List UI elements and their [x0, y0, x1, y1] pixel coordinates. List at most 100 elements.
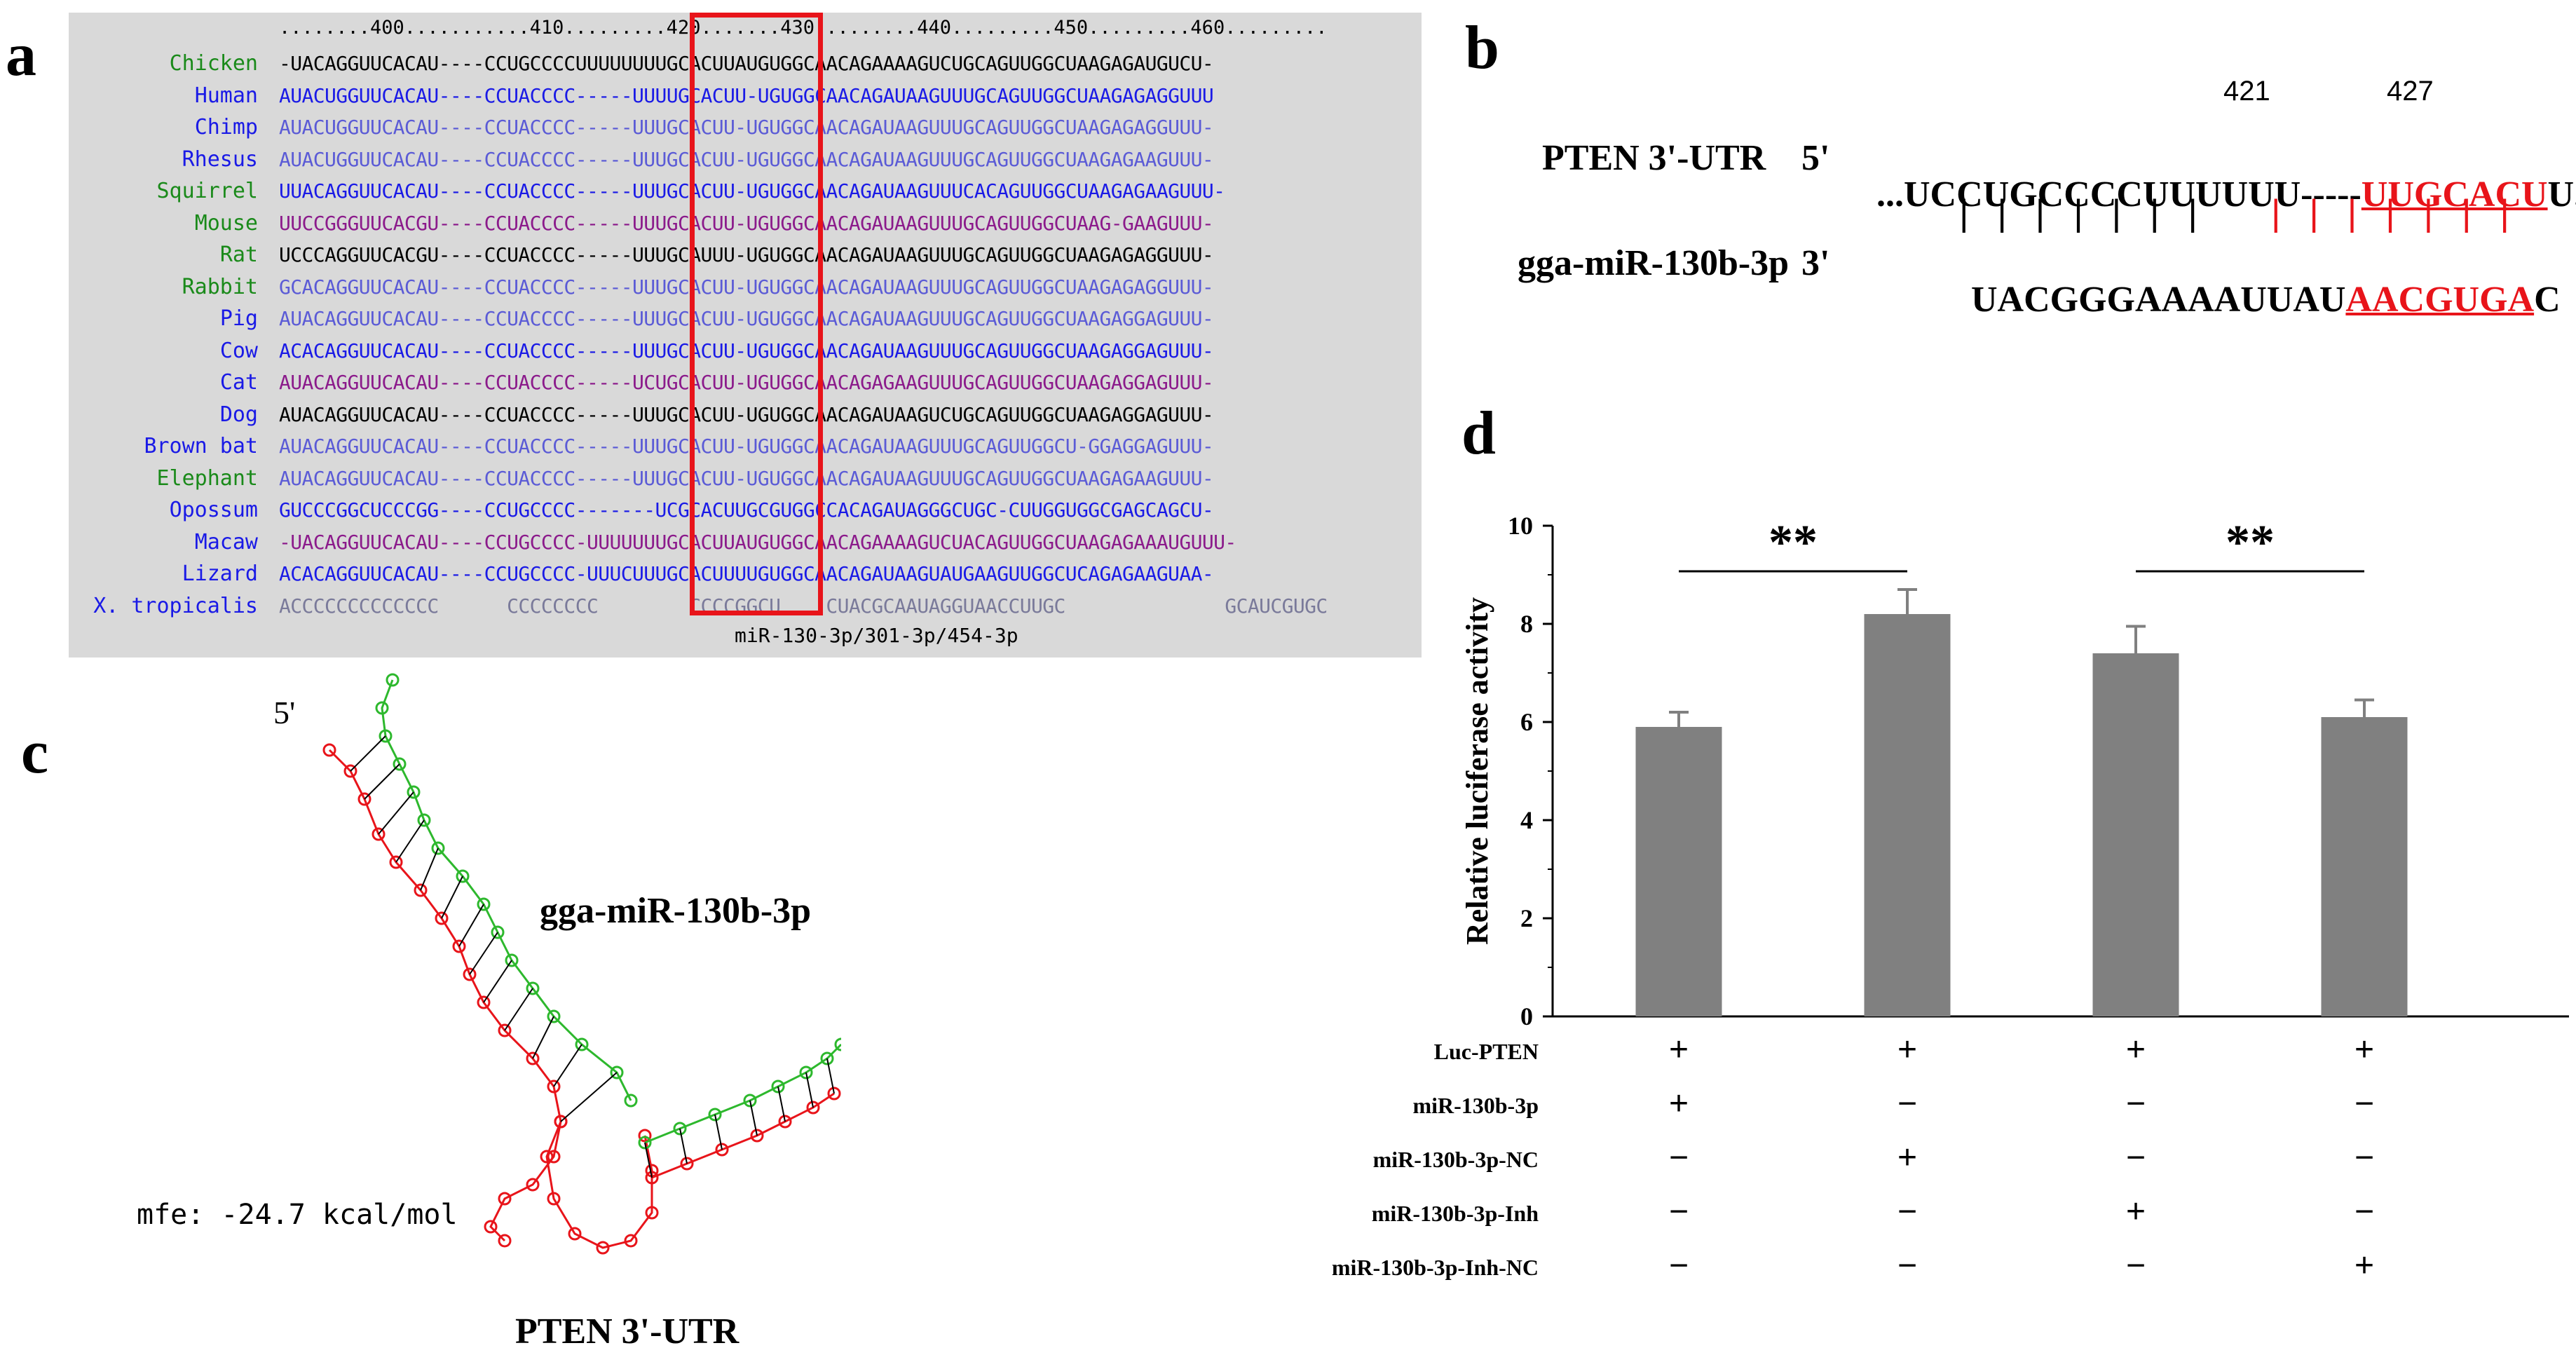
utr-base [498, 1023, 512, 1037]
base-pair-bond [679, 1128, 688, 1164]
treatment-mark: − [1669, 1247, 1689, 1284]
treatment-label: miR-130b-3p-NC [1373, 1147, 1539, 1172]
base-pair-bond [826, 1058, 835, 1094]
alignment-row: Cow ACACAGGUUCACAU----CCUACCCC-----UUUGCA… [69, 335, 1422, 367]
sequence: GCACAGGUUCACAU----CCUACCCC-----UUUGCACUU… [279, 275, 1214, 299]
mir-base [624, 1094, 638, 1108]
mir-base [834, 1037, 841, 1051]
base-pair-bond [532, 1016, 554, 1059]
utr-strand-left [328, 749, 562, 1242]
alignment-row: Rat UCCCAGGUUCACGU----CCUACCCC-----UUUGCA… [69, 239, 1422, 271]
species-label: Mouse [194, 210, 258, 236]
mir-base [379, 729, 393, 743]
panel-letter-b: b [1465, 14, 1499, 82]
alignment-row: Rhesus AUACUGGUUCACAU----CCUACCCC-----UUU… [69, 144, 1422, 175]
sequence: -UACAGGUUCACAU----CCUGCCCC-UUUUUUUGCACUU… [279, 530, 1236, 554]
utr-base [322, 743, 336, 757]
alignment-row: Mouse UUCCGGGUUCACGU----CCUACCCC-----UUUG… [69, 207, 1422, 239]
treatment-mark: + [2126, 1193, 2146, 1230]
utr-base [526, 1051, 540, 1065]
alignment-ruler: ........400...........410.........420...… [279, 17, 1328, 39]
y-tick-label: 6 [1520, 708, 1533, 736]
base-pair-bond [749, 1100, 758, 1136]
five-prime-label: 5' [273, 695, 296, 730]
species-label: Human [194, 83, 258, 108]
treatment-label: miR-130b-3p-Inh [1372, 1201, 1539, 1226]
mir-label: gga-miR-130b-3p [1518, 243, 1790, 283]
utr-base [484, 1220, 498, 1234]
y-tick-label: 4 [1520, 806, 1533, 834]
mir-base [375, 701, 389, 715]
alignment-panel: ........400...........410.........420...… [69, 13, 1422, 658]
structure-diagram [322, 673, 841, 1255]
alignment-row: Chimp AUACUGGUUCACAU----CCUACCCC-----UUUG… [69, 111, 1422, 143]
utr-seq-tail: U... [2547, 175, 2576, 214]
species-label: Chicken [169, 51, 258, 76]
y-tick-label: 8 [1520, 610, 1533, 638]
base-pair-bond [504, 988, 533, 1031]
alignment-row: Rabbit GCACAGGUUCACAU----CCUACCCC-----UUU… [69, 271, 1422, 303]
mir-base [673, 1122, 687, 1136]
base-pair-bond [644, 1142, 653, 1178]
y-axis-label: Relative luciferase activity [1460, 597, 1494, 945]
utr-base [568, 1227, 582, 1241]
base-pair-bond [420, 847, 439, 891]
utr-base [414, 883, 428, 897]
binding-panel: 421 427 PTEN 3'-UTR 5' ...UCCUGCCCCUUUUU… [1486, 42, 2576, 322]
sequence: AUACUGGUUCACAU----CCUACCCC-----UUUGCACUU… [279, 116, 1214, 139]
seed-highlight-box [690, 13, 823, 615]
utr-base [554, 1115, 568, 1129]
base-pair-bond [469, 932, 498, 975]
significance-label: ** [2226, 516, 2275, 570]
sequence: ACACAGGUUCACAU----CCUGCCCC-UUUCUUUGCACUU… [279, 562, 1214, 585]
alignment-caption: miR-130-3p/301-3p/454-3p [735, 624, 1018, 647]
treatment-mark: + [1669, 1085, 1689, 1122]
treatment-mark: − [2354, 1085, 2374, 1122]
treatment-mark: + [2354, 1031, 2374, 1068]
panel-letter-c: c [21, 718, 49, 786]
mir-base [708, 1108, 722, 1122]
base-pair-bond [805, 1072, 814, 1108]
sequence: ACACAGGUUCACAU----CCUACCCC-----UUUGCACUU… [279, 339, 1214, 362]
mir-base [575, 1037, 589, 1051]
species-label: Rhesus [182, 147, 258, 172]
treatment-mark: − [1897, 1247, 1917, 1284]
species-label: Lizard [182, 561, 258, 586]
species-label: Rat [219, 243, 258, 267]
utr-base [526, 1178, 540, 1192]
mir-base [526, 981, 540, 995]
treatment-mark: + [1897, 1031, 1917, 1068]
species-label: X. tropicalis [93, 593, 258, 618]
treatment-mark: + [2354, 1247, 2374, 1284]
utr-base [498, 1234, 512, 1248]
utr-base [389, 855, 403, 869]
treatment-label: Luc-PTEN [1434, 1039, 1539, 1064]
treatment-mark: + [2126, 1031, 2146, 1068]
position-end: 427 [2387, 76, 2434, 107]
treatment-mark: + [1897, 1139, 1917, 1176]
alignment-row: Dog AUACAGGUUCACAU----CCUACCCC-----UUUGCA… [69, 399, 1422, 430]
alignment-row: Opossum GUCCCGGCUCCCGG----CCUGCCCC-------… [69, 494, 1422, 526]
sequence: UUACAGGUUCACAU----CCUACCCC-----UUUGCACUU… [279, 179, 1225, 203]
bar [1635, 727, 1722, 1016]
mir-prime: 3' [1801, 243, 1830, 283]
treatment-label: miR-130b-3p [1412, 1093, 1539, 1118]
alignment-row: Macaw -UACAGGUUCACAU----CCUGCCCC-UUUUUUUG… [69, 526, 1422, 558]
base-pair-bond [553, 1044, 582, 1087]
utr-base [343, 764, 357, 778]
mir-base [771, 1079, 785, 1094]
treatment-mark: + [1669, 1031, 1689, 1068]
alignment-row: Lizard ACACAGGUUCACAU----CCUGCCCC-UUUCUUU… [69, 558, 1422, 590]
bar [2321, 717, 2408, 1016]
utr-base [498, 1192, 512, 1206]
mir-base [456, 869, 470, 883]
utr-base [372, 827, 386, 841]
base-pairs-red: | | | | | | | [2271, 193, 2512, 233]
mir-base [638, 1136, 652, 1150]
mfe-value: mfe: -24.7 kcal/mol [137, 1199, 458, 1231]
utr-label: PTEN 3'-UTR [1542, 138, 1766, 178]
treatment-mark: − [2354, 1193, 2374, 1230]
utr-base [435, 911, 449, 925]
utr-base [645, 1206, 659, 1220]
mir-sequence: UACGGGAAAAUUAUAACGUGAC [1935, 245, 2561, 355]
